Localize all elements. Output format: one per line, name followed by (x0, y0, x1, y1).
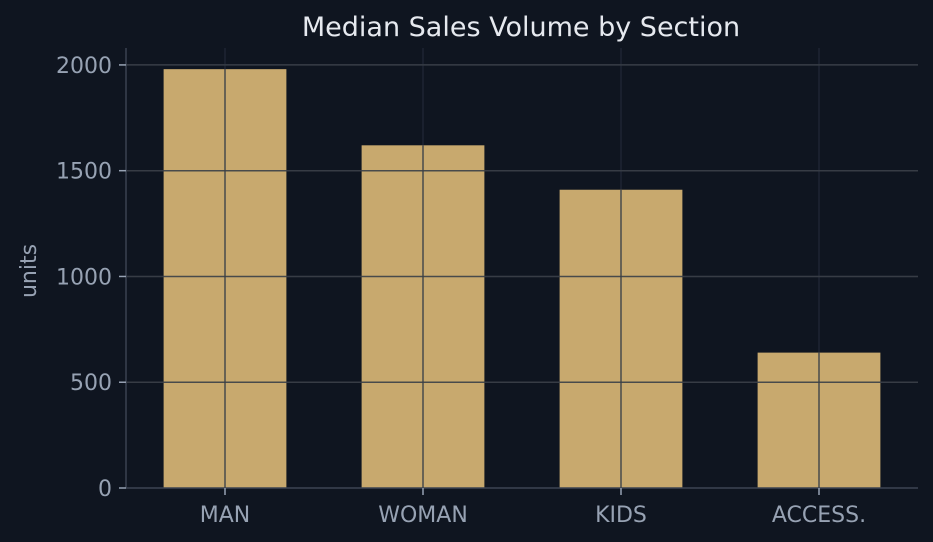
y-tick-label: 500 (70, 371, 112, 396)
x-tick-labels: MAN WOMAN KIDS ACCESS. (200, 503, 866, 528)
gridlines-overlay (126, 64, 918, 488)
x-tick-label: WOMAN (378, 503, 468, 528)
y-tick-label: 2000 (56, 54, 112, 79)
y-axis-label: units (17, 244, 42, 298)
y-tick-label: 1000 (56, 265, 112, 290)
axes (119, 48, 918, 495)
x-tick-label: KIDS (595, 503, 647, 528)
y-tick-labels: 0 500 1000 1500 2000 (56, 54, 112, 502)
x-tick-label: ACCESS. (772, 503, 866, 528)
y-tick-label: 1500 (56, 160, 112, 185)
chart-title: Median Sales Volume by Section (302, 12, 740, 43)
x-tick-label: MAN (200, 503, 251, 528)
y-tick-label: 0 (98, 477, 112, 502)
